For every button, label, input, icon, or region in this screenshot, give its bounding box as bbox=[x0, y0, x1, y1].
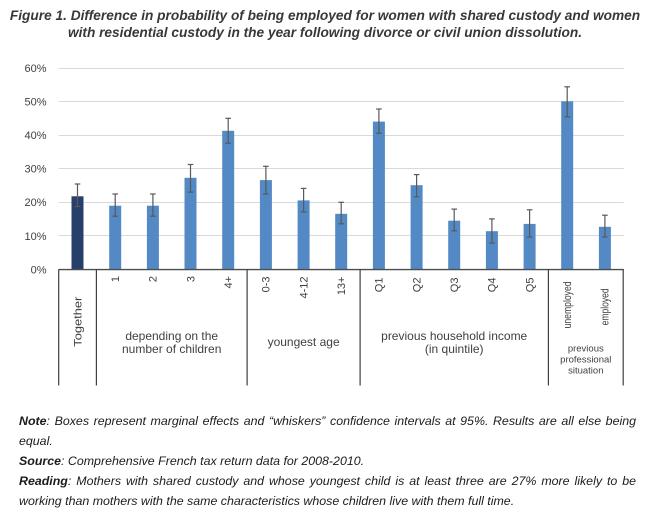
svg-text:Q5: Q5 bbox=[524, 278, 536, 293]
svg-text:youngest age: youngest age bbox=[268, 335, 340, 349]
svg-text:4+: 4+ bbox=[223, 276, 235, 289]
svg-text:depending on the: depending on the bbox=[125, 329, 218, 343]
svg-text:10%: 10% bbox=[24, 231, 46, 243]
svg-text:0-3: 0-3 bbox=[261, 277, 273, 293]
svg-text:0%: 0% bbox=[31, 264, 47, 276]
svg-text:30%: 30% bbox=[24, 164, 46, 176]
svg-text:Together: Together bbox=[72, 296, 84, 346]
svg-text:number of children: number of children bbox=[122, 342, 221, 356]
svg-text:2: 2 bbox=[148, 276, 160, 282]
svg-text:1: 1 bbox=[110, 276, 122, 282]
svg-text:employed: employed bbox=[600, 288, 612, 325]
svg-text:unemployed: unemployed bbox=[562, 281, 574, 328]
svg-text:60%: 60% bbox=[24, 63, 46, 75]
svg-text:previous: previous bbox=[568, 344, 604, 355]
svg-text:40%: 40% bbox=[24, 130, 46, 142]
svg-text:(in quintile): (in quintile) bbox=[425, 342, 484, 356]
svg-text:Q4: Q4 bbox=[487, 278, 499, 293]
svg-text:4-12: 4-12 bbox=[298, 277, 310, 299]
svg-text:Q1: Q1 bbox=[374, 278, 386, 293]
svg-text:13+: 13+ bbox=[336, 277, 348, 296]
svg-text:50%: 50% bbox=[24, 97, 46, 109]
svg-text:Q3: Q3 bbox=[449, 278, 461, 293]
svg-text:situation: situation bbox=[568, 366, 603, 377]
svg-text:professional: professional bbox=[560, 355, 611, 366]
svg-text:20%: 20% bbox=[24, 197, 46, 209]
svg-text:Q2: Q2 bbox=[411, 278, 423, 293]
svg-text:previous household income: previous household income bbox=[381, 329, 527, 343]
svg-text:3: 3 bbox=[185, 276, 197, 282]
